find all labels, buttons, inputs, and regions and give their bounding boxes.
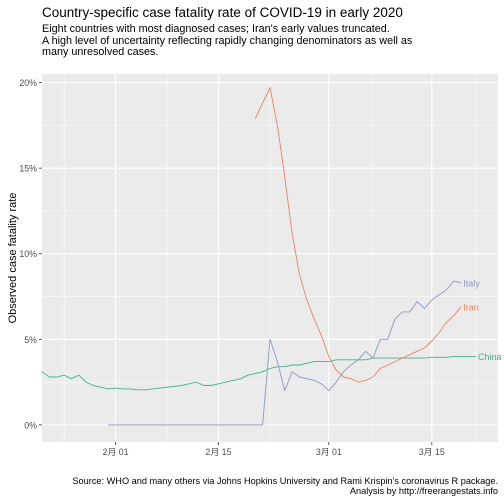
x-tick-label: 2月 01 [103,447,129,457]
minor-gridlines [42,74,498,442]
y-tick-label: 20% [19,78,37,88]
series-line-china [41,355,476,391]
caption-line: Analysis by http://freerangestats.info [349,486,498,496]
subtitle-line: many unresolved cases. [42,46,159,59]
series-label-iran: Iran [463,302,479,312]
series-line-italy [108,280,462,426]
y-tick-label: 0% [24,420,37,430]
source-caption: Source: WHO and many others via Johns Ho… [72,476,498,496]
x-tick-label: 2月 15 [206,447,232,457]
series-label-italy: Italy [463,278,480,288]
x-tick-label: 3月 15 [419,447,445,457]
x-tick-label: 3月 01 [316,447,342,457]
series-label-china: China [478,352,502,362]
series-line-iran [254,87,462,383]
series-labels: China Italy Iran [463,278,501,362]
y-axis: 0% 5% 10% 15% 20% [19,78,42,430]
y-tick-label: 5% [24,335,37,345]
caption-line: Source: WHO and many others via Johns Ho… [72,476,498,486]
y-tick-label: 15% [19,164,37,174]
series-lines [41,87,476,426]
y-axis-title: Observed case fatality rate [7,193,19,324]
x-axis: 2月 01 2月 15 3月 01 3月 15 [103,442,445,457]
subtitle-line: Eight countries with most diagnosed case… [42,23,390,35]
y-tick-label: 10% [19,249,37,259]
subtitle-line: A high level of uncertainty reflecting r… [42,34,413,47]
chart-title: Country-specific case fatality rate of C… [42,5,403,20]
chart-subtitle: Eight countries with most diagnosed case… [42,23,482,59]
